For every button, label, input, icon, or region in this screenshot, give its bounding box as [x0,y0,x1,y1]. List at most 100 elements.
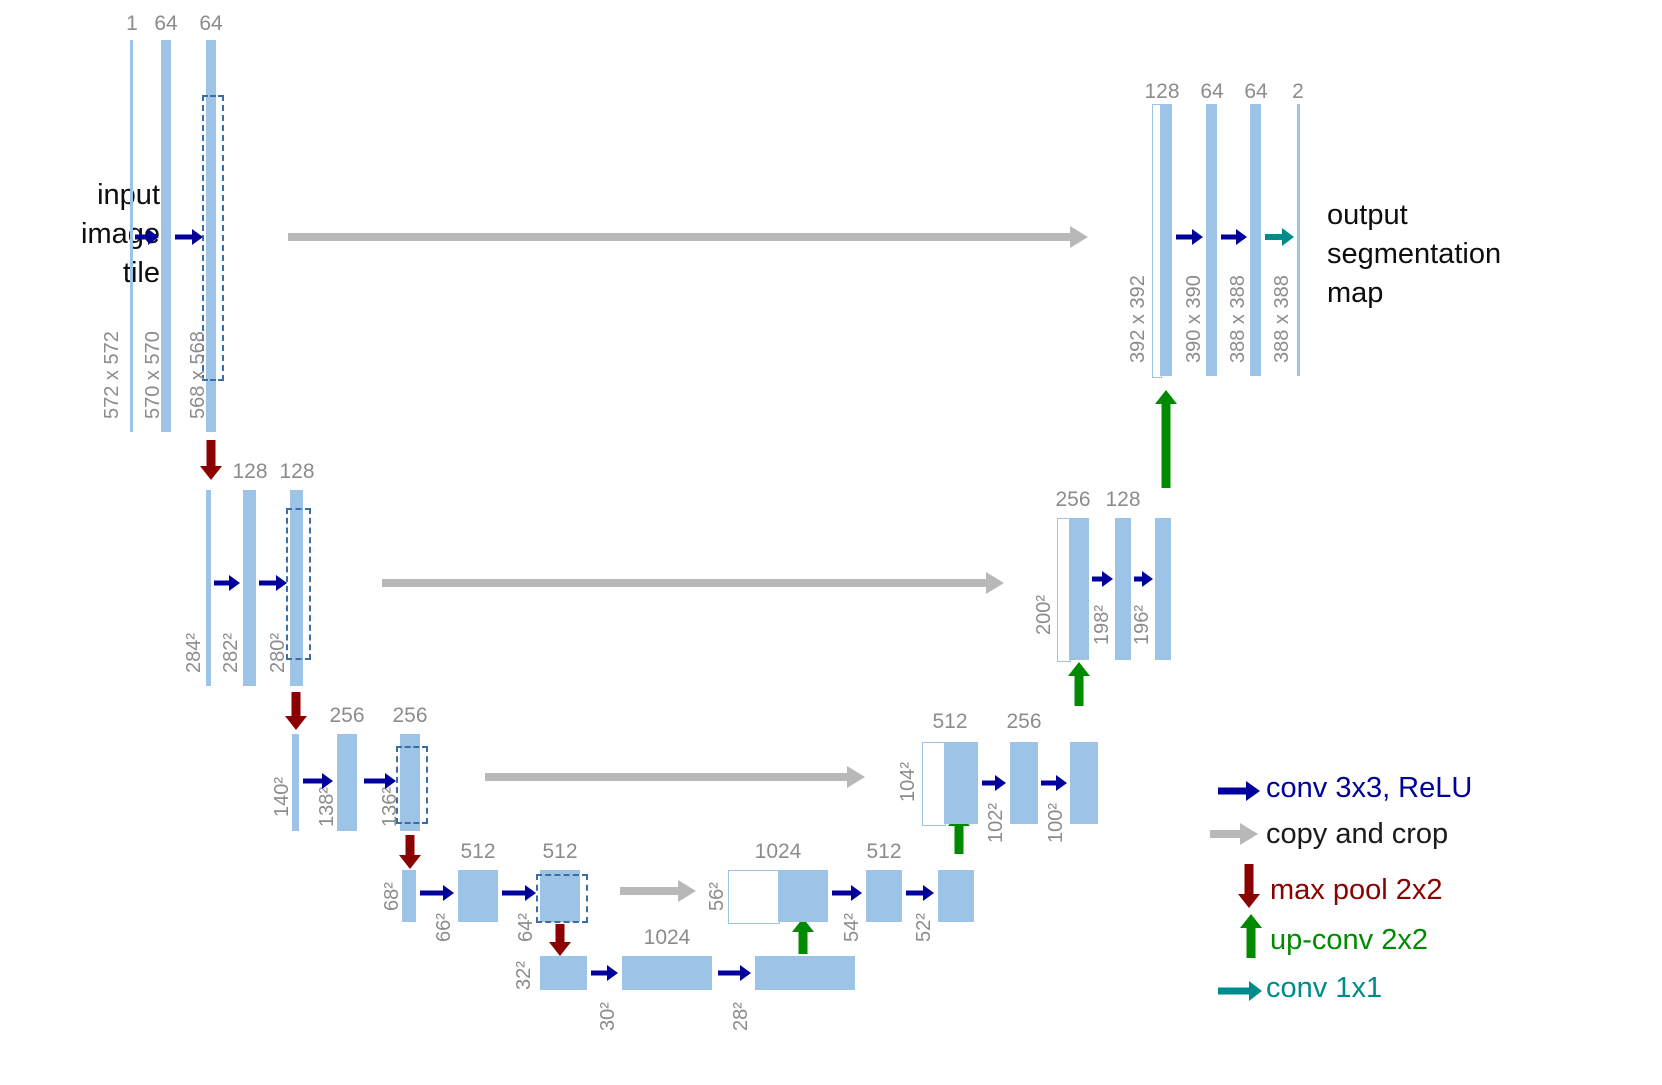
spatial-size-label: 56² [706,882,728,912]
spatial-size-label: 390 x 390 [1183,275,1205,363]
max-pool-arrow [285,692,307,730]
bottleneck-feature-bar-1 [622,956,712,990]
conv-arrow [906,884,934,902]
channel-count-label: 512 [460,840,496,863]
max-pool-arrow [200,440,222,480]
enc4-crop-outline [536,874,588,923]
spatial-size-label: 568 x 568 [187,331,209,419]
spatial-size-label: 68² [381,882,403,912]
enc1-input-bar [130,40,133,432]
enc4-input-bar [402,870,416,922]
bottleneck-input-bar [540,956,587,990]
dec2-upconv-bar [1069,518,1089,660]
spatial-size-label: 388 x 388 [1271,275,1293,363]
spatial-size-label: 66² [433,913,455,943]
enc3-feature-bar-2 [400,734,420,831]
legend-label-conv1x1: conv 1x1 [1266,972,1383,1004]
spatial-size-label: 196² [1131,604,1153,646]
dec4-upconv-bar [778,870,828,922]
legend-up-conv-arrow-icon [1239,914,1263,958]
conv-arrow [718,964,751,982]
max-pool-arrow [399,835,421,869]
channel-count-label: 512 [866,840,902,863]
legend-label-max-pool: max pool 2x2 [1270,874,1443,906]
enc2-crop-outline [286,508,311,660]
conv-arrow [832,884,862,902]
conv-arrow [303,772,333,790]
conv-arrow [982,774,1006,792]
channel-count-label: 2 [1292,80,1304,103]
conv-arrow [1221,228,1247,246]
enc4-feature-bar-1 [458,870,498,922]
dec1-feature-bar-1 [1206,104,1217,376]
legend-copy-crop-arrow-icon [1210,822,1258,846]
legend-conv-arrow-icon [1218,780,1260,802]
legend-label-copy-crop: copy and crop [1266,818,1449,850]
dec3-copied-feature-bar [922,742,946,826]
conv-arrow [502,884,536,902]
enc1-feature-bar-1 [161,40,171,432]
enc2-feature-bar-1 [243,490,256,686]
spatial-size-label: 280² [267,632,289,674]
spatial-size-label: 284² [183,632,205,674]
channel-count-label: 1024 [754,840,802,863]
conv-arrow [1176,228,1203,246]
spatial-size-label: 54² [841,913,863,943]
output-map-bar [1297,104,1300,376]
spatial-size-label: 572 x 572 [101,331,123,419]
channel-count-label: 256 [329,704,365,727]
dec1-feature-bar-2 [1250,104,1261,376]
output-segmentation-map-label: output segmentation map [1327,199,1502,310]
legend-label-up-conv: up-conv 2x2 [1270,924,1428,956]
channel-count-label: 1 [126,12,138,35]
conv-arrow [364,772,396,790]
dec4-feature-bar-1 [866,870,902,922]
bottleneck-feature-bar-2 [755,956,855,990]
up-conv-arrow [792,918,814,954]
spatial-size-label: 140² [271,776,293,818]
spatial-size-label: 570 x 570 [142,331,164,419]
spatial-size-label: 52² [913,913,935,943]
legend-conv1x1-arrow-icon [1218,980,1262,1002]
conv1x1-arrow [1265,228,1294,246]
conv-arrow [1041,774,1067,792]
max-pool-arrow [549,924,571,956]
channel-count-label: 256 [1055,488,1091,511]
spatial-size-label: 388 x 388 [1227,275,1249,363]
conv-arrow [175,228,203,246]
enc2-input-bar [206,490,211,686]
enc3-crop-outline [396,746,428,824]
dec3-feature-bar-1 [1010,742,1038,824]
spatial-size-label: 28² [730,1002,752,1032]
channel-count-label: 1024 [643,926,691,949]
copy-crop-arrow [382,572,1004,594]
channel-count-label: 128 [1144,80,1180,103]
conv-arrow [135,228,159,246]
spatial-size-label: 104² [897,761,919,803]
conv-arrow [1092,570,1113,588]
channel-count-label: 512 [542,840,578,863]
enc2-feature-bar-2 [290,490,303,686]
channel-count-label: 128 [279,460,315,483]
spatial-size-label: 198² [1091,604,1113,646]
up-conv-arrow [1068,662,1090,706]
channel-count-label: 64 [199,12,223,35]
channel-count-label: 64 [154,12,178,35]
spatial-size-label: 102² [985,802,1007,844]
conv-arrow [259,574,287,592]
channel-count-label: 128 [232,460,268,483]
channel-count-label: 256 [1006,710,1042,733]
dec1-upconv-bar [1160,104,1172,376]
legend-label-conv33: conv 3x3, ReLU [1266,772,1473,804]
up-conv-arrow [1154,390,1178,488]
copy-crop-arrow [620,880,696,902]
spatial-size-label: 30² [597,1002,619,1032]
enc4-feature-bar-2 [540,870,580,922]
enc3-feature-bar-1 [337,734,357,831]
dec3-upconv-bar [944,742,978,824]
channel-count-label: 512 [932,710,968,733]
spatial-size-label: 200² [1033,594,1055,636]
enc3-input-bar [292,734,299,831]
dec3-feature-bar-2 [1070,742,1098,824]
